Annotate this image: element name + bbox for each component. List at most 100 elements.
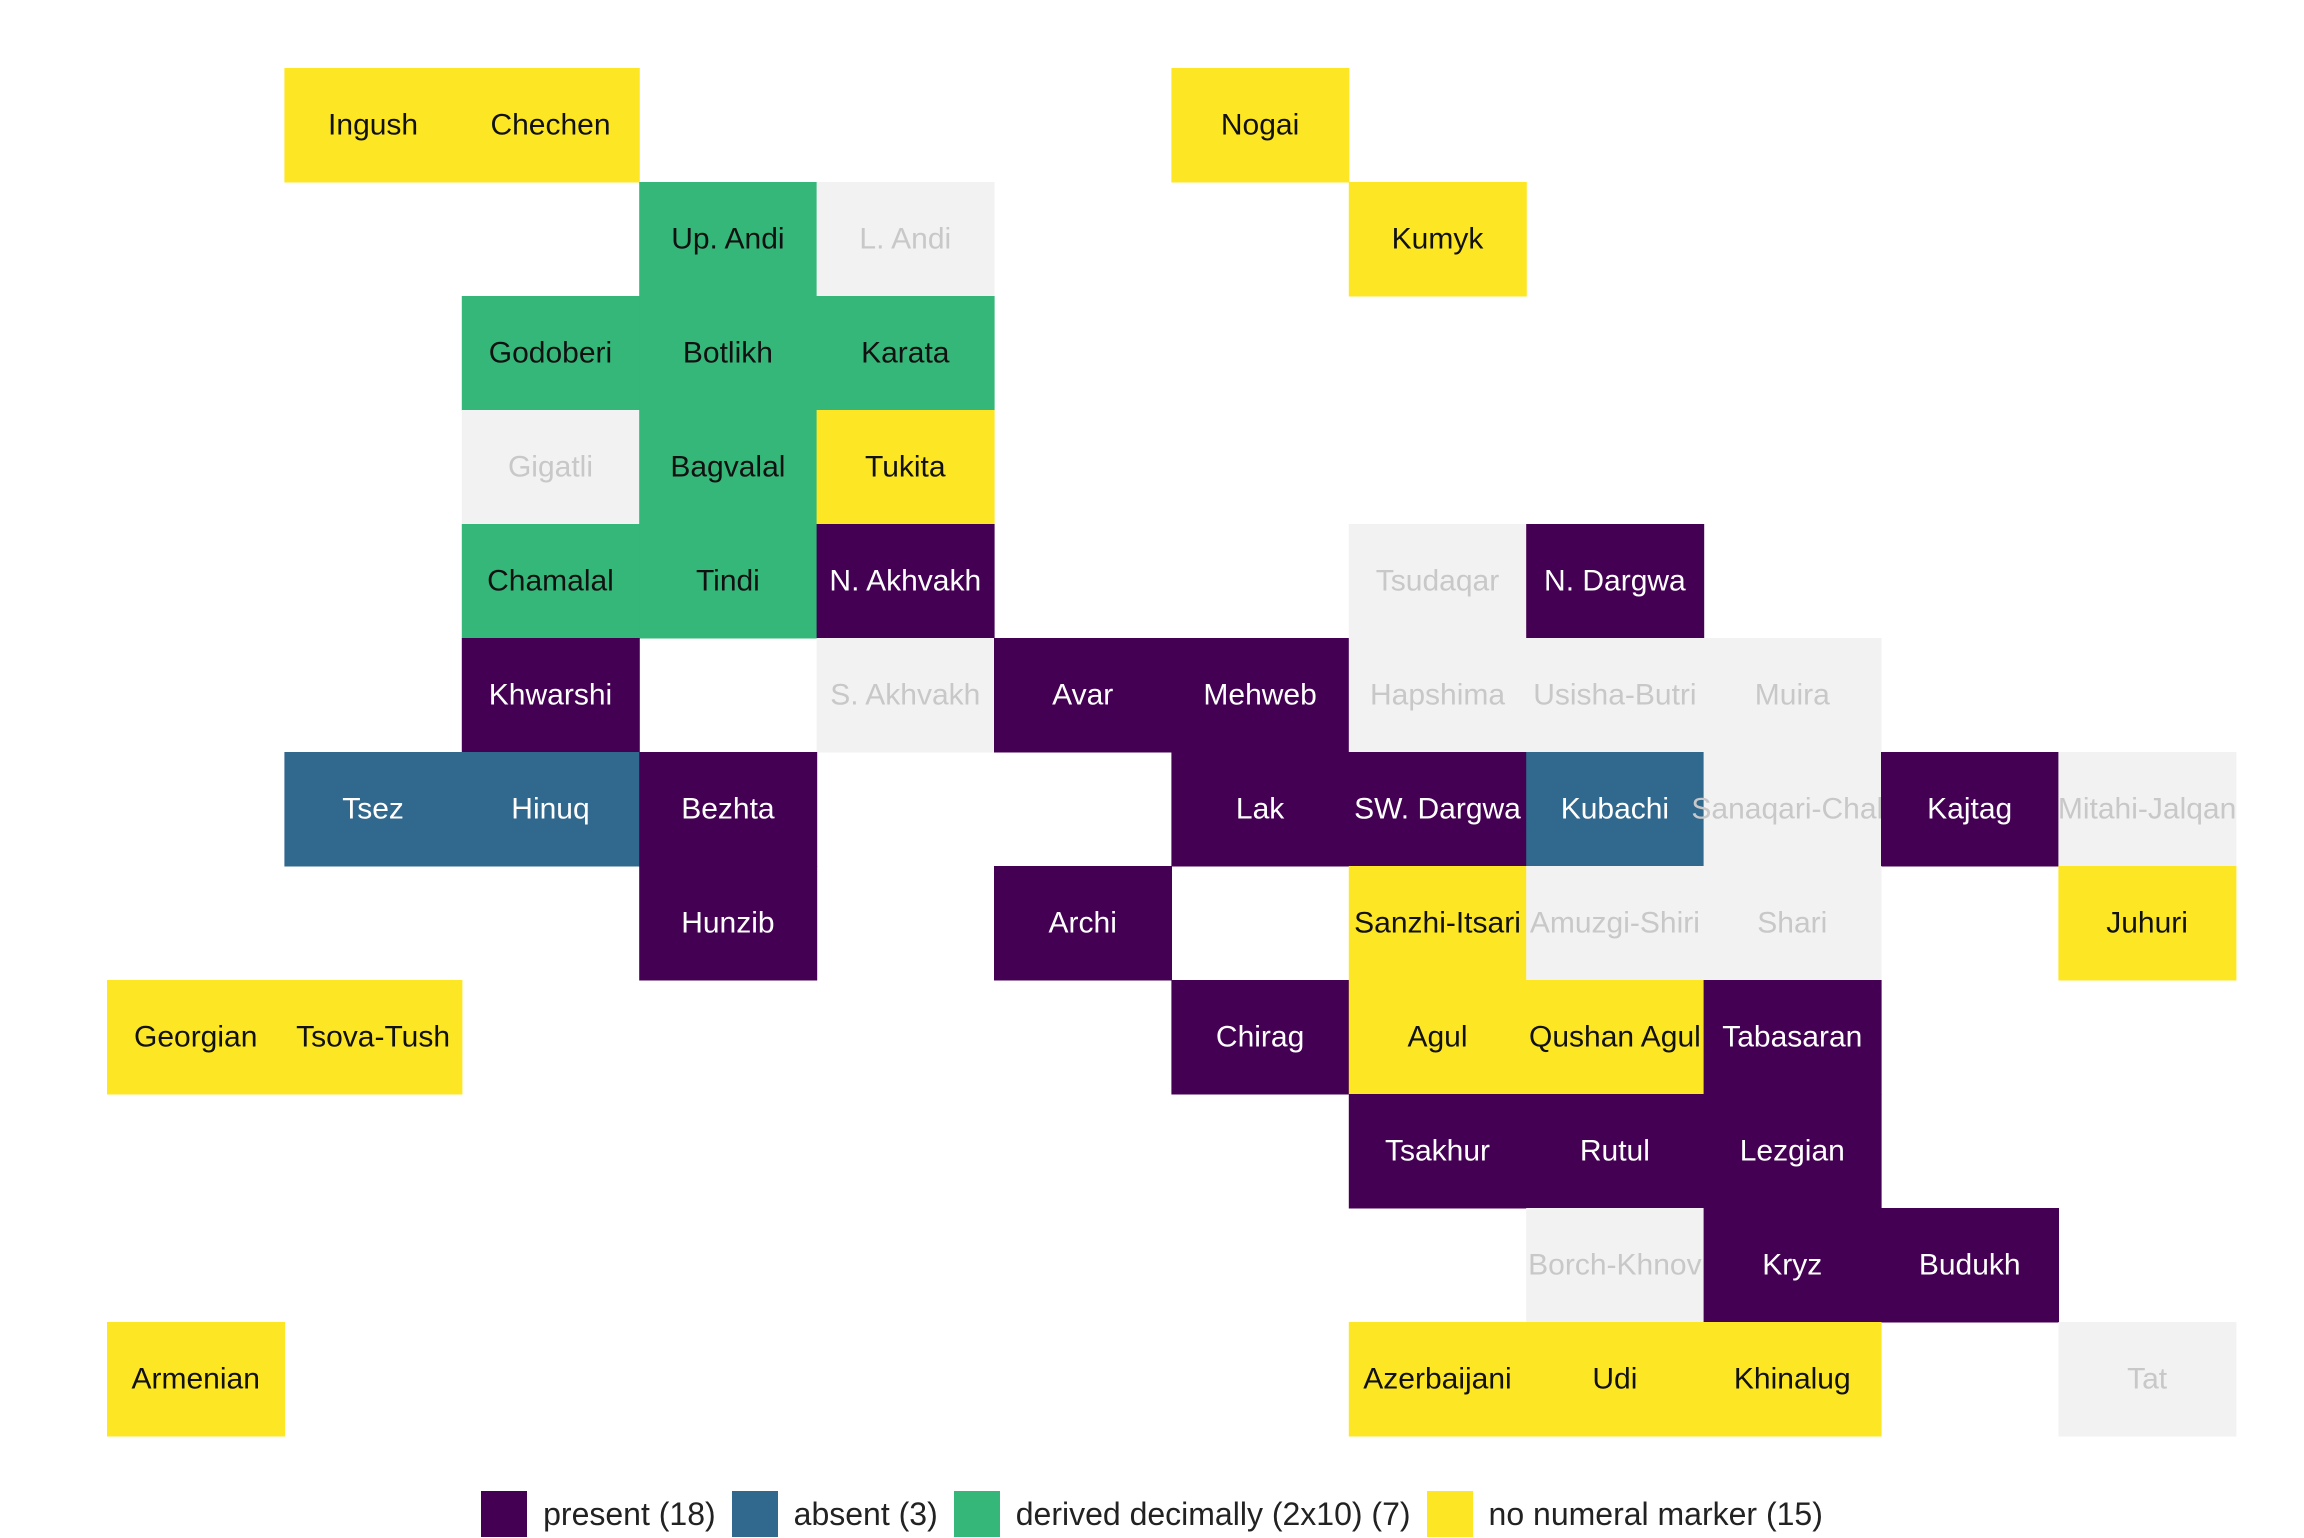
tile-label: Gigatli [508, 451, 593, 484]
tile-rect [1348, 638, 1527, 753]
tile-label: Tukita [865, 451, 946, 484]
tile-label: Nogai [1221, 109, 1299, 142]
tile-khwarshi: Khwarshi [461, 638, 640, 753]
tile-rect [284, 980, 463, 1095]
tile-bezhta: Bezhta [639, 752, 818, 867]
tile-label: Borch-Khnov [1528, 1249, 1701, 1282]
tile-chirag: Chirag [1171, 980, 1350, 1095]
tile-label: SW. Dargwa [1354, 793, 1521, 826]
tile-tukita: Tukita [816, 410, 995, 525]
tile-rect [1881, 752, 2059, 867]
tile-rect [816, 638, 995, 753]
tile-label: Mitahi-Jalqan [2058, 793, 2236, 826]
tile-kubachi: Kubachi [1526, 752, 1705, 867]
tile-udi: Udi [1526, 1322, 1705, 1437]
tile-tindi: Tindi [639, 524, 818, 639]
tile-karata: Karata [816, 296, 995, 411]
tile-label: L. Andi [859, 223, 951, 256]
tile-rect [1881, 1208, 2059, 1323]
tile-khinalug: Khinalug [1703, 1322, 1882, 1437]
tile-rect [1348, 980, 1527, 1095]
tile-up-andi: Up. Andi [639, 182, 818, 297]
tile-rect [1171, 752, 1350, 867]
tile-sanaqari-chah: Sanaqari-Chah [1691, 752, 1893, 867]
tile-label: N. Dargwa [1544, 565, 1686, 598]
tile-rect [1348, 866, 1527, 981]
tile-label: Tsakhur [1385, 1135, 1490, 1168]
tile-muira: Muira [1703, 638, 1882, 753]
tile-rect [2058, 866, 2237, 981]
tile-hunzib: Hunzib [639, 866, 818, 981]
tile-label: Lak [1236, 793, 1285, 826]
tile-rect [994, 866, 1172, 981]
tile-godoberi: Godoberi [461, 296, 640, 411]
tile-hinuq: Hinuq [461, 752, 640, 867]
tile-label: Hapshima [1370, 679, 1505, 712]
tile-ingush: Ingush [284, 68, 463, 183]
tile-rect [1526, 524, 1705, 639]
tile-label: Ingush [328, 109, 418, 142]
tile-rect [1171, 68, 1350, 183]
tile-label: Tsova-Tush [296, 1021, 450, 1054]
tile-rect [1703, 1208, 1882, 1323]
tile-label: Chechen [490, 109, 610, 142]
tile-label: Lezgian [1740, 1135, 1845, 1168]
legend-item-derived: derived decimally (2x10) (7) [953, 1491, 1411, 1537]
tile-label: Khinalug [1734, 1363, 1851, 1396]
tile-label: Godoberi [489, 337, 612, 370]
tile-label: Muira [1755, 679, 1830, 712]
tile-rect [1703, 866, 1882, 981]
tile-rect [461, 524, 640, 639]
tile-label: Juhuri [2106, 907, 2188, 940]
tile-avar: Avar [994, 638, 1172, 753]
tile-rect [1171, 980, 1350, 1095]
tile-armenian: Armenian [107, 1322, 285, 1437]
tile-juhuri: Juhuri [2058, 866, 2237, 981]
tile-label: Tsez [342, 793, 404, 826]
tile-label: Hinuq [511, 793, 589, 826]
tile-tat: Tat [2058, 1322, 2237, 1437]
tile-label: Azerbaijani [1363, 1363, 1511, 1396]
tile-label: Sanzhi-Itsari [1354, 907, 1521, 940]
tile-tsova-tush: Tsova-Tush [284, 980, 463, 1095]
tile-tsakhur: Tsakhur [1348, 1094, 1527, 1209]
legend-item-none: no numeral marker (15) [1426, 1491, 1823, 1537]
tile-rect [639, 752, 818, 867]
tile-label: Chamalal [487, 565, 614, 598]
tile-label: Amuzgi-Shiri [1530, 907, 1700, 940]
legend-label: derived decimally (2x10) (7) [1015, 1495, 1411, 1532]
tile-label: Kajtag [1927, 793, 2012, 826]
tile-rect [639, 182, 818, 297]
tile-rect [1348, 752, 1527, 867]
tile-rect [1526, 752, 1705, 867]
tile-label: N. Akhvakh [829, 565, 981, 598]
tile-rect [1526, 1094, 1705, 1209]
tile-n-akhvakh: N. Akhvakh [816, 524, 995, 639]
tile-rect [994, 638, 1172, 753]
legend-item-present: present (18) [481, 1491, 716, 1537]
tile-rect [1703, 1322, 1882, 1437]
tile-rect [1703, 752, 1882, 867]
tile-gigatli: Gigatli [461, 410, 640, 525]
tile-label: Mehweb [1203, 679, 1316, 712]
tile-rect [2058, 1322, 2237, 1437]
legend-swatch [953, 1491, 1000, 1537]
tile-rect [1348, 182, 1527, 297]
tile-label: Qushan Agul [1529, 1021, 1701, 1054]
tile-rect [461, 752, 640, 867]
tile-mehweb: Mehweb [1171, 638, 1350, 753]
tile-sanzhi-itsari: Sanzhi-Itsari [1348, 866, 1527, 981]
tile-lak: Lak [1171, 752, 1350, 867]
tile-rect [639, 866, 818, 981]
tile-rect [461, 410, 640, 525]
tile-kumyk: Kumyk [1348, 182, 1527, 297]
tile-budukh: Budukh [1881, 1208, 2059, 1323]
tile-label: Bezhta [681, 793, 775, 826]
legend-label: absent (3) [793, 1495, 938, 1532]
tile-usisha-butri: Usisha-Butri [1526, 638, 1705, 753]
tile-rect [1526, 866, 1705, 981]
tile-rect [1348, 1094, 1527, 1209]
tile-rect [107, 1322, 285, 1437]
tile-label: Hunzib [681, 907, 774, 940]
tile-shari: Shari [1703, 866, 1882, 981]
